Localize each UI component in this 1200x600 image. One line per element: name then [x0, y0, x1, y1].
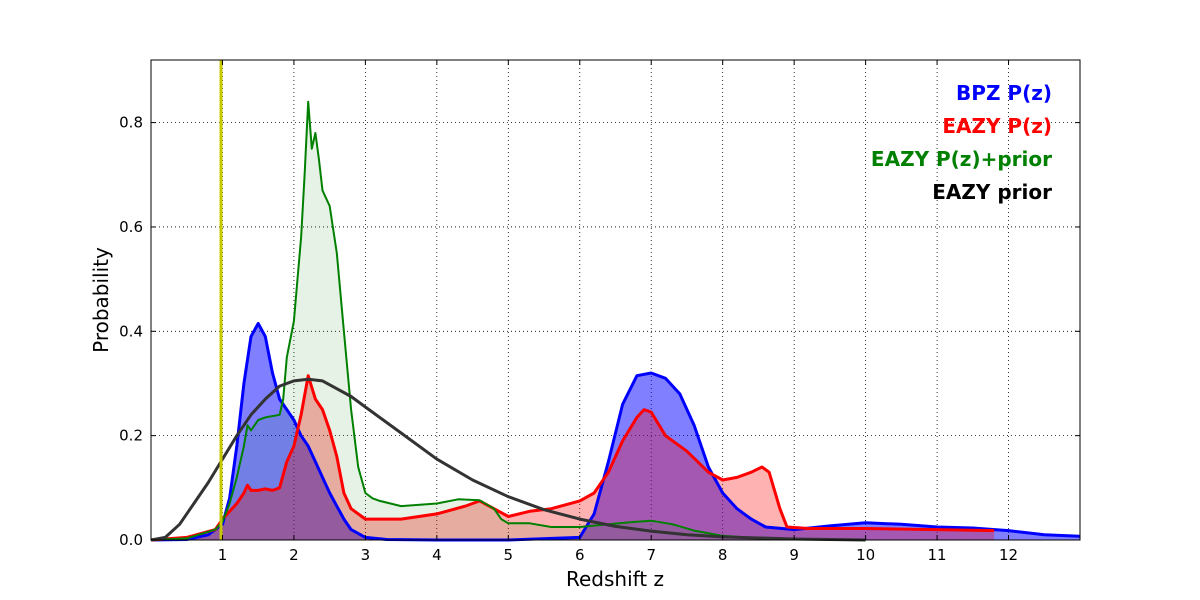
grid-lines	[151, 60, 1080, 540]
y-tick-label: 0.6	[119, 218, 143, 236]
legend-entry: BPZ P(z)	[956, 81, 1052, 105]
x-tick-label: 7	[646, 546, 656, 564]
x-tick-label: 9	[789, 546, 799, 564]
x-tick-label: 3	[361, 546, 371, 564]
series-0-area	[151, 323, 1080, 540]
series-1-area	[151, 375, 995, 540]
axis-ticks: 1 2 3 4 5 6 7 8 9 10 11 120.00.20.40.60.8	[119, 60, 1080, 564]
plot-frame	[150, 59, 1081, 541]
series-fills	[151, 101, 1080, 540]
y-tick-label: 0.2	[119, 427, 143, 445]
y-tick-label: 0.8	[119, 114, 143, 132]
x-tick-label: 5	[504, 546, 514, 564]
series-lines	[150, 100, 1081, 542]
series-2-area	[151, 101, 795, 540]
legend-entry: EAZY prior	[932, 180, 1052, 204]
x-tick-label: 2	[289, 546, 299, 564]
x-axis-title: Redshift z	[566, 567, 664, 591]
series-3-line	[150, 377, 866, 542]
x-tick-label: 4	[432, 546, 442, 564]
legend-entry: EAZY P(z)	[942, 114, 1052, 138]
x-tick-label: 11	[928, 546, 947, 564]
x-tick-label: 10	[856, 546, 875, 564]
x-tick-label: 12	[999, 546, 1018, 564]
x-tick-label: 6	[575, 546, 585, 564]
x-tick-label: 8	[718, 546, 728, 564]
x-tick-label: 1	[218, 546, 228, 564]
series-2-line	[150, 100, 795, 541]
y-axis-title: Probability	[89, 247, 113, 353]
y-tick-label: 0.0	[119, 531, 143, 549]
series-1-line	[150, 374, 995, 542]
legend-entry: EAZY P(z)+prior	[871, 147, 1052, 171]
legend: BPZ P(z) EAZY P(z) EAZY P(z)+prior EAZY pri…	[871, 81, 1052, 204]
y-tick-label: 0.4	[119, 322, 143, 340]
